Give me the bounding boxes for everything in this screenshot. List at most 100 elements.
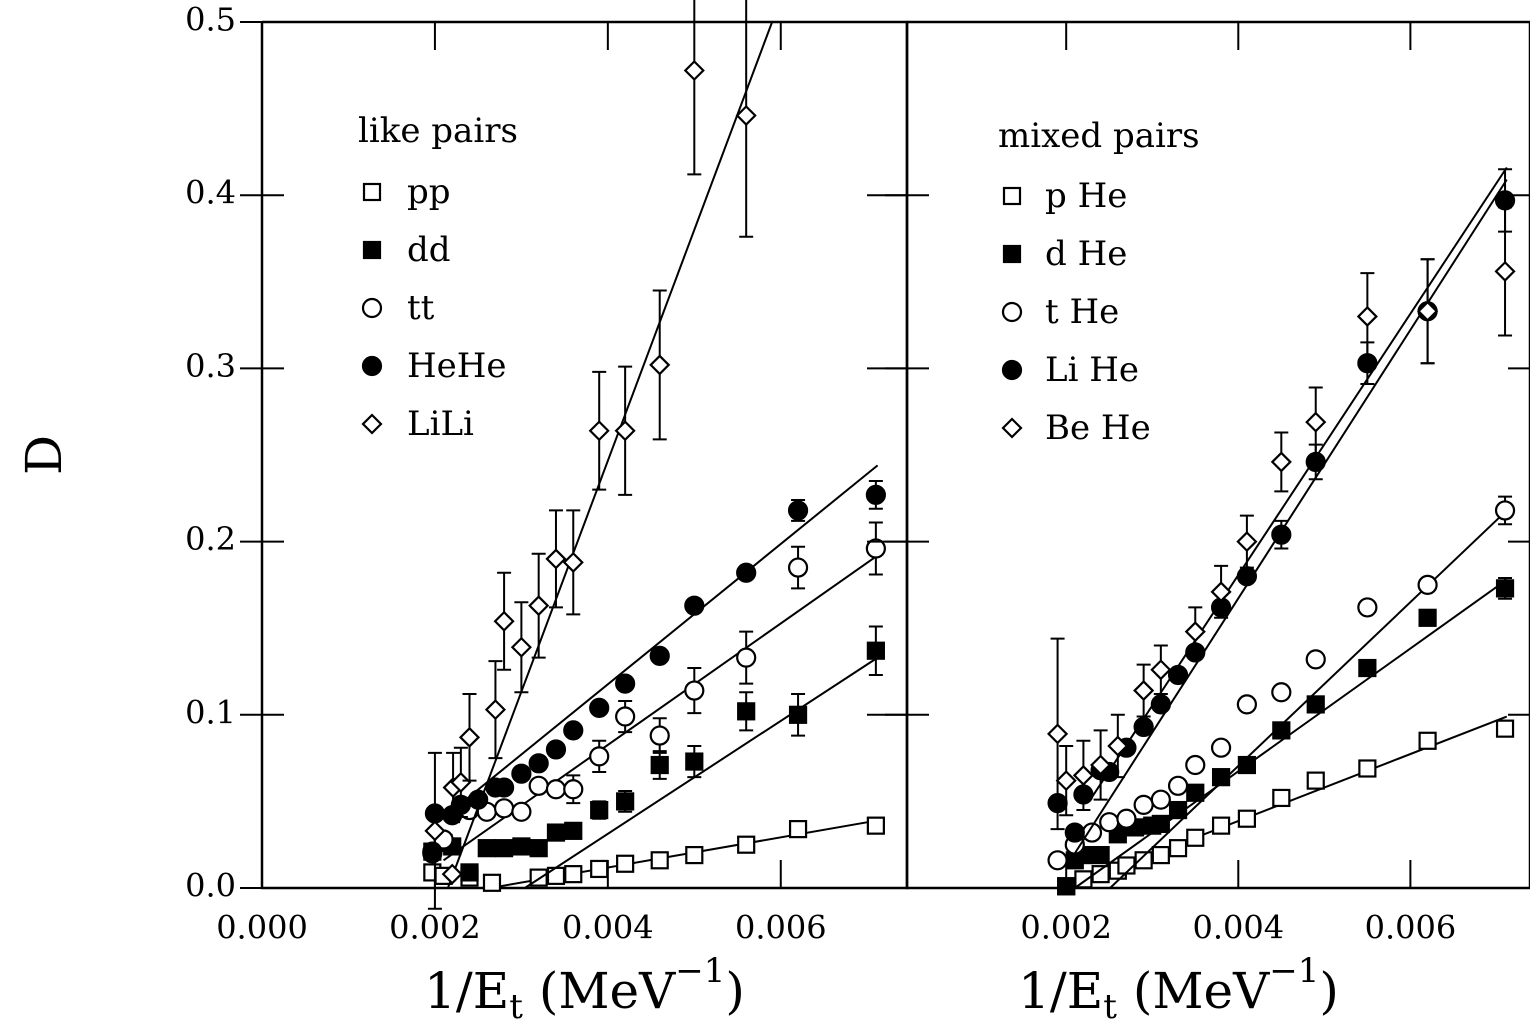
marker	[450, 771, 472, 793]
marker	[1133, 679, 1155, 702]
error-bar	[687, 0, 702, 176]
marker	[1306, 695, 1325, 714]
marker	[1134, 851, 1153, 870]
marker	[1210, 581, 1232, 603]
marker	[1074, 870, 1093, 889]
marker	[494, 839, 514, 858]
marker	[1495, 579, 1515, 598]
y-tick-label: 0.2	[185, 520, 236, 558]
marker	[545, 779, 567, 800]
marker	[564, 865, 583, 884]
marker	[1116, 808, 1137, 829]
marker	[616, 792, 635, 811]
marker	[589, 746, 610, 767]
axis-frame	[905, 20, 1530, 890]
marker	[424, 820, 446, 842]
legend-label: pp	[407, 172, 451, 212]
marker	[1418, 731, 1437, 750]
marker	[563, 720, 584, 741]
marker	[1305, 411, 1327, 433]
marker	[787, 500, 809, 521]
marker	[866, 641, 885, 660]
marker	[529, 839, 548, 858]
marker	[512, 837, 531, 856]
marker	[528, 775, 549, 796]
marker	[736, 562, 757, 583]
x-tick-label: 0.002	[1020, 909, 1112, 947]
marker	[865, 484, 886, 505]
marker	[477, 839, 496, 858]
marker	[511, 801, 532, 822]
marker	[564, 821, 583, 840]
marker	[1167, 775, 1189, 796]
x-label-sup: −1	[675, 951, 725, 991]
marker	[1047, 850, 1068, 871]
marker	[590, 800, 609, 820]
fit-line	[1089, 166, 1508, 801]
marker	[1306, 771, 1325, 790]
marker	[1168, 839, 1188, 858]
marker	[615, 706, 636, 727]
marker	[1236, 694, 1257, 715]
marker	[1057, 877, 1076, 896]
marker	[683, 59, 705, 82]
legend-marker	[362, 240, 382, 260]
legend-marker	[361, 297, 383, 319]
marker	[1271, 682, 1292, 703]
fit-line	[1109, 509, 1508, 889]
marker	[1305, 649, 1326, 670]
legend-marker	[1001, 359, 1023, 381]
marker	[1151, 814, 1170, 834]
fit-line	[524, 656, 879, 889]
marker	[1184, 621, 1206, 643]
marker	[510, 636, 532, 658]
legend-label: dd	[407, 230, 451, 270]
marker	[1210, 737, 1232, 758]
legend-label: t He	[1045, 292, 1119, 332]
marker	[484, 699, 507, 721]
x-tick-label: 0.006	[735, 909, 827, 947]
legend-title: mixed pairs	[998, 116, 1200, 156]
x-label-part: 1/E	[1018, 962, 1103, 1020]
y-tick-label: 0.4	[185, 174, 236, 212]
legend-marker	[1001, 301, 1023, 323]
x-label-part: (MeV	[1117, 962, 1270, 1020]
marker	[588, 420, 610, 442]
marker	[614, 420, 636, 442]
x-label-sup: −1	[1269, 951, 1319, 991]
legend-label: p He	[1045, 176, 1127, 216]
marker	[1358, 759, 1377, 778]
y-tick-label: 0.5	[185, 1, 236, 39]
x-tick-label: 0.000	[216, 909, 308, 947]
y-tick-label: 0.1	[185, 693, 236, 731]
x-tick-label: 0.002	[389, 909, 481, 947]
marker	[1272, 788, 1291, 808]
marker	[1064, 822, 1085, 843]
marker	[1272, 721, 1291, 740]
marker	[460, 863, 479, 882]
marker	[528, 595, 550, 617]
marker	[1271, 524, 1292, 545]
marker	[590, 859, 609, 879]
marker	[649, 354, 671, 376]
marker	[788, 820, 808, 839]
marker	[1150, 659, 1172, 681]
legend-label: tt	[407, 288, 435, 328]
x-label-part: 1/E	[424, 962, 509, 1020]
marker	[736, 647, 757, 668]
legend-marker	[1002, 186, 1022, 206]
marker	[1494, 260, 1516, 282]
marker	[684, 680, 705, 701]
marker	[1090, 754, 1112, 776]
x-tick-label: 0.004	[1192, 909, 1284, 947]
fit-line	[439, 464, 879, 822]
marker	[1186, 783, 1205, 802]
marker	[866, 816, 885, 835]
marker	[1356, 305, 1378, 327]
marker	[1185, 754, 1206, 776]
marker	[1495, 719, 1515, 738]
marker	[422, 841, 443, 862]
marker	[1091, 845, 1110, 865]
